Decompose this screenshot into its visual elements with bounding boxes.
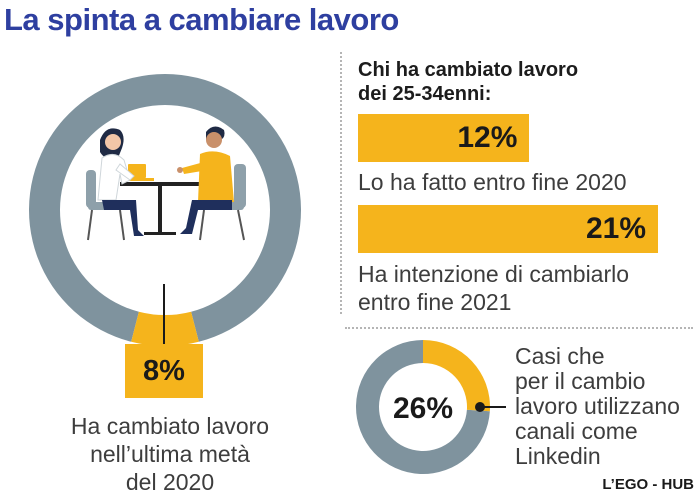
man-head (206, 132, 222, 148)
percent-label-left: 8% (143, 354, 185, 387)
connector-line (163, 284, 165, 344)
page-title: La spinta a cambiare lavoro (4, 2, 399, 37)
bar-label: 12% (457, 121, 518, 154)
man-arm (182, 162, 208, 174)
chair-left-leg (119, 209, 125, 241)
woman-legs (102, 200, 144, 236)
bar-21-percent: 21% (358, 205, 658, 253)
table-leg (158, 186, 162, 234)
donut-label-right: 26% (393, 392, 453, 425)
chair-right-leg (237, 209, 245, 241)
bar-caption: Ha intenzione di cambiarlo entro fine 20… (358, 261, 630, 315)
donut-slice-remainder (355, 340, 490, 474)
caption-left: Ha cambiato lavoro nell’ultima metà del … (70, 413, 270, 495)
percent-box-left: 8% (125, 344, 203, 398)
small-connector-line (480, 406, 506, 408)
bar-caption: Lo ha fatto entro fine 2020 (358, 169, 627, 195)
source-credit: L’EGO - HUB (602, 476, 694, 493)
donut-caption-right: Casi che per il cambio lavoro utilizzano… (515, 343, 680, 469)
interview-meeting-icon (86, 126, 246, 241)
donut-slice-8-percent (131, 311, 199, 347)
woman-head (105, 134, 121, 150)
man-legs (180, 200, 232, 234)
bar-12-percent: 12% (358, 114, 530, 162)
chair-right-leg (199, 209, 205, 241)
divider-vertical (340, 52, 342, 314)
man-hand (177, 167, 183, 173)
chair-right-back (234, 164, 246, 208)
bar-label: 21% (585, 212, 646, 245)
woman-arm (115, 163, 135, 181)
woman-body (97, 154, 131, 201)
donut-chart-right: 26% (355, 340, 490, 474)
laptop-base (126, 178, 154, 181)
man-body (198, 151, 234, 202)
donut-chart-left (28, 74, 302, 347)
table-top (120, 182, 200, 186)
section-heading: Chi ha cambiato lavoro dei 25-34enni: (358, 59, 579, 105)
table-base (144, 232, 176, 235)
chair-left-back (86, 170, 96, 208)
donut-slice-26-percent (423, 340, 490, 412)
small-connector-dot (475, 402, 485, 412)
chair-left-leg (87, 209, 93, 241)
divider-horizontal (345, 327, 693, 329)
